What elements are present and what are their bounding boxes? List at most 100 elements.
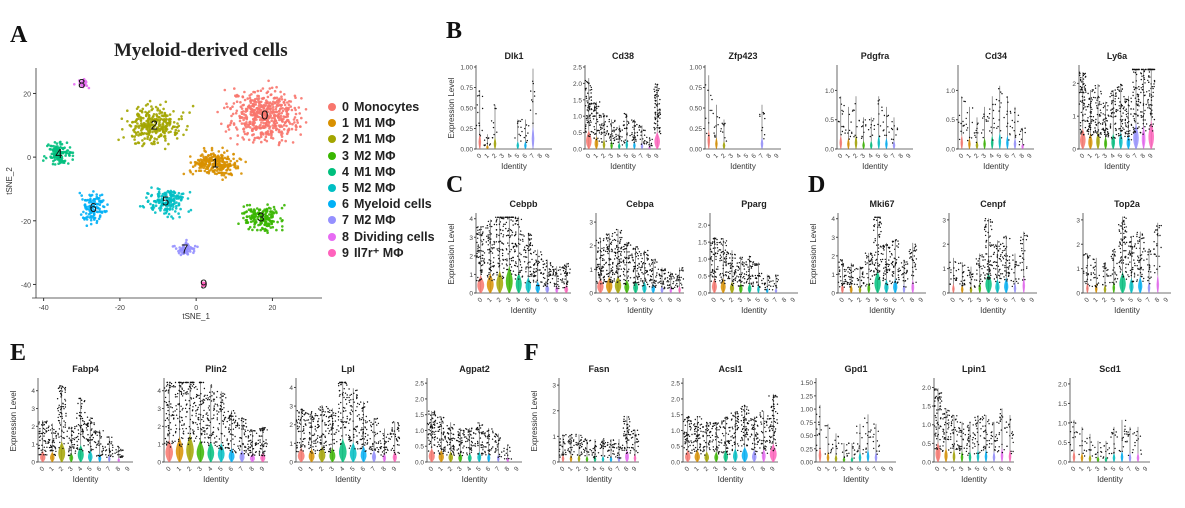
violin-point [652,262,653,263]
violin-point [543,286,544,287]
violin-x-tick-label: 6 [1124,152,1132,160]
violin-point [1141,73,1142,74]
violin-point [1121,104,1122,105]
violin-point [652,284,653,285]
violin-point [603,254,604,255]
violin-point [966,118,967,119]
violin-point [599,124,600,125]
violin-point [538,285,539,286]
violin-point [1122,88,1123,89]
violin-body [524,140,527,149]
violin-point [503,218,504,219]
violin-point [603,276,604,277]
violin-point [524,261,525,262]
violin-point [843,126,844,127]
violin-panel-dlk1: Dlk10.000.250.500.751.000 1 2 3 4 5 6 7 8 9Identi… [447,51,552,171]
violin-point [1087,93,1088,94]
violin-point [594,110,595,111]
violin-point [557,281,558,282]
violin-point [656,92,657,93]
violin-point [717,116,718,117]
violin-point [852,110,853,111]
violin-point [769,281,770,282]
violin-point [620,255,621,256]
violin-point [601,134,602,135]
violin-point [1115,98,1116,99]
violin-point [645,252,646,253]
violin-y-tick-label: 1.5 [698,240,707,247]
violin-point [654,91,655,92]
violin-point [518,272,519,273]
violin-body [859,285,862,293]
violin-x-label: Identity [862,162,888,171]
violin-point [1097,123,1098,124]
violin-point [1139,89,1140,90]
violin-point [876,274,877,275]
violin-point [715,271,716,272]
violin-point [515,274,516,275]
violin-x-tick-label: 9 [790,296,798,304]
violin-point [550,282,551,283]
violin-point [603,249,604,250]
violin-point [888,132,889,133]
violin-point [534,272,535,273]
violin-point [593,132,594,133]
violin-point [612,236,613,237]
violin-point [601,138,602,139]
violin-point [1105,117,1106,118]
violin-point [491,247,492,248]
violin-point [651,263,652,264]
violin-point [892,142,893,143]
violin-point [528,125,529,126]
violin-point [493,257,494,258]
violin-point [839,286,840,287]
violin-point [1143,75,1144,76]
violin-point [488,274,489,275]
violin-point [633,270,634,271]
violin-point [601,123,602,124]
violin-point [661,275,662,276]
violin-point [1143,113,1144,114]
violin-point [657,110,658,111]
violin-point [710,245,711,246]
violin-y-tick-label: 0.5 [698,274,707,281]
violin-point [619,130,620,131]
violin-point [479,250,480,251]
violin-point [594,126,595,127]
violin-point [1128,133,1129,134]
violin-point [720,273,721,274]
violin-point [477,248,478,249]
violin-point [872,261,873,262]
violin-x-tick-label: 0 [710,296,718,304]
violin-x-tick-label: 8 [553,296,561,304]
violin-point [874,224,875,225]
violin-point [881,261,882,262]
violin-point [891,139,892,140]
violin-point [601,248,602,249]
violin-point [1090,103,1091,104]
violin-point [1133,108,1134,109]
violin-point [714,243,715,244]
violin-point [1012,127,1013,128]
violin-point [503,268,504,269]
violin-point [742,257,743,258]
violin-point [640,126,641,127]
violin-point [882,259,883,260]
violin-point [989,113,990,114]
violin-y-tick-label: 0.75 [689,85,702,92]
violin-point [1149,69,1150,70]
violin-point [519,253,520,254]
violin-point [518,243,519,244]
violin-point [856,137,857,138]
violin-x-tick-label: 9 [905,152,913,160]
violin-point [505,217,506,218]
violin-point [491,270,492,271]
violin-point [1113,107,1114,108]
violin-x-tick-label: 6 [630,152,638,160]
violin-y-tick-label: 0.5 [946,117,955,124]
violin-point [606,116,607,117]
violin-point [565,266,566,267]
violin-point [715,125,716,126]
violin-x-tick-label: 6 [649,296,657,304]
violin-point [777,275,778,276]
